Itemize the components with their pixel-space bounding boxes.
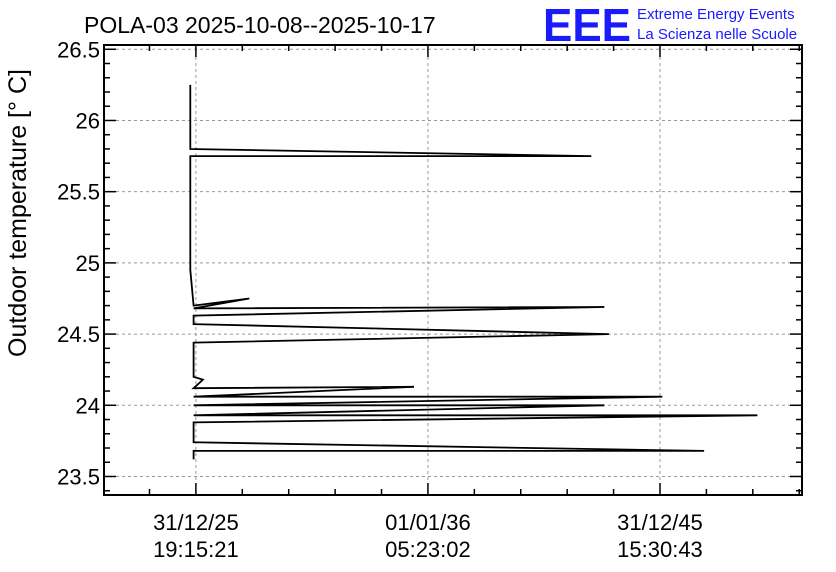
grid-lines bbox=[104, 45, 802, 495]
axis-ticks bbox=[104, 45, 802, 495]
y-tick-label: 26 bbox=[76, 108, 100, 133]
y-tick-label: 26.5 bbox=[57, 37, 100, 62]
x-tick-label: 19:15:21 bbox=[153, 537, 239, 562]
series-line bbox=[189, 84, 758, 460]
logo-line-1: Extreme Energy Events bbox=[637, 6, 795, 23]
plot-frame bbox=[103, 44, 803, 496]
logo-mark: EEE bbox=[543, 0, 631, 51]
series-layer bbox=[189, 84, 758, 460]
logo-line-2: La Scienza nelle Scuole bbox=[637, 26, 797, 43]
x-tick-label: 01/01/36 bbox=[385, 510, 471, 535]
eee-logo: EEE Extreme Energy Events La Scienza nel… bbox=[543, 0, 797, 51]
x-tick-label: 05:23:02 bbox=[385, 537, 471, 562]
y-tick-labels: 23.5 24 24.5 25 25.5 26 26.5 bbox=[57, 37, 100, 489]
y-tick-label: 24.5 bbox=[57, 322, 100, 347]
y-tick-label: 25 bbox=[76, 251, 100, 276]
y-axis-label: Outdoor temperature [° C] bbox=[4, 69, 32, 357]
x-tick-label: 15:30:43 bbox=[617, 537, 703, 562]
x-tick-label: 31/12/45 bbox=[617, 510, 703, 535]
y-tick-label: 25.5 bbox=[57, 180, 100, 205]
x-tick-label: 31/12/25 bbox=[153, 510, 239, 535]
chart-title: POLA-03 2025-10-08--2025-10-17 bbox=[84, 12, 436, 38]
y-tick-label: 23.5 bbox=[57, 464, 100, 489]
y-tick-label: 24 bbox=[76, 393, 100, 418]
